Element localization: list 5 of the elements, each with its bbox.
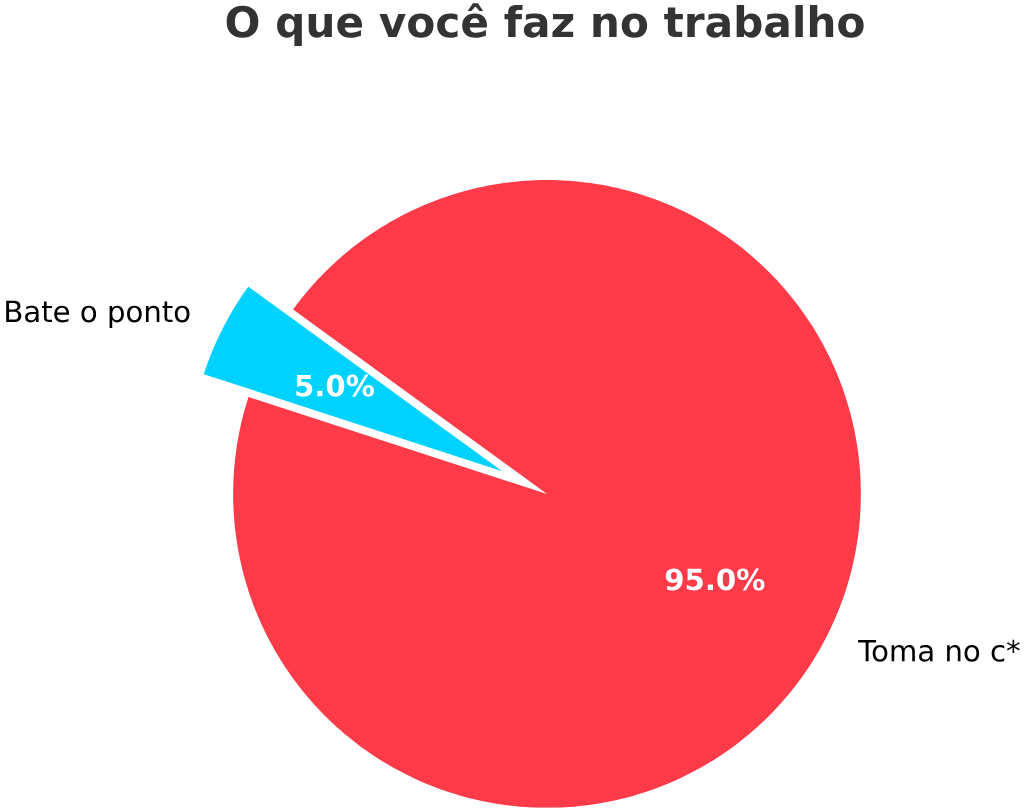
- slice-label: Bate o ponto: [6, 300, 190, 329]
- chart-title: O que você faz no trabalho: [226, 3, 864, 46]
- slice-label: Toma no c*: [858, 639, 1020, 662]
- data-label: 95.0%: [665, 568, 765, 591]
- data-label: 5.0%: [296, 374, 374, 397]
